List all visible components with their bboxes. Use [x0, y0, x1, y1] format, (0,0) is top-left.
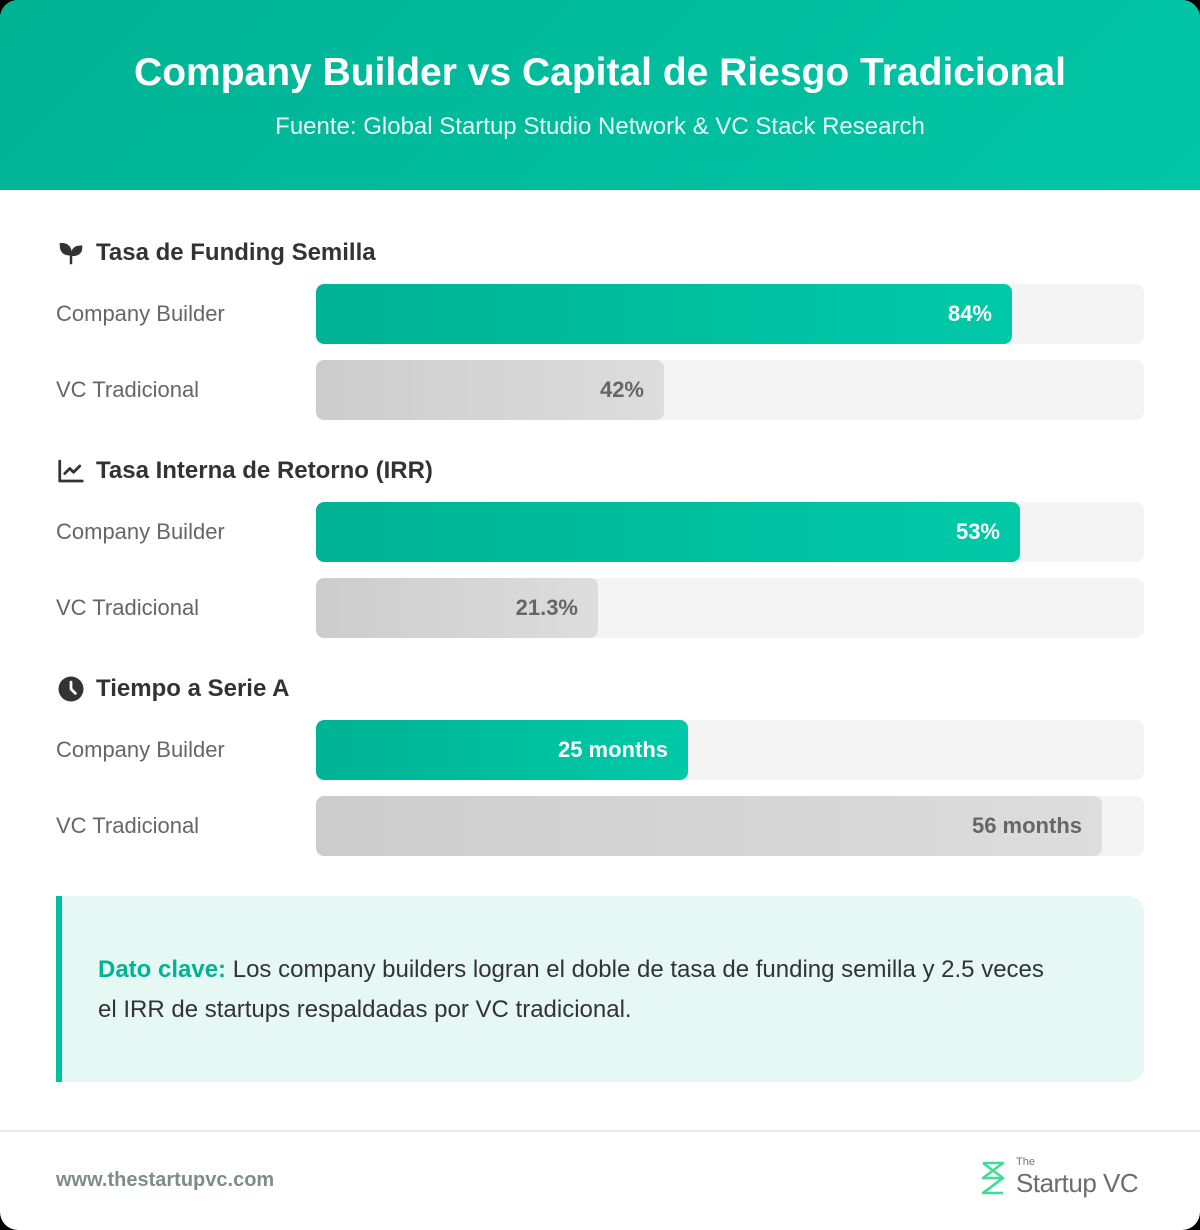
- row-label: VC Tradicional: [56, 595, 200, 620]
- line-chart-icon: [56, 456, 86, 486]
- section-title-irr: Tasa Interna de Retorno (IRR): [56, 454, 433, 488]
- bar-value: 53%: [955, 519, 1000, 544]
- section-title-text: Tiempo a Serie A: [96, 675, 290, 702]
- brand-logo: The Startup VC: [976, 1156, 1146, 1200]
- callout-text: Los company builders logran el doble de …: [98, 956, 1044, 1023]
- header-banner: Company Builder vs Capital de Riesgo Tra…: [0, 0, 1200, 190]
- row-label: VC Tradicional: [56, 377, 200, 402]
- bar-vc-tradicional: 21.3%: [316, 578, 598, 638]
- bar-company-builder: 84%: [316, 284, 1012, 344]
- bar-company-builder: 25 months: [316, 720, 688, 780]
- bar-value: 21.3%: [515, 595, 578, 620]
- seedling-icon: [56, 238, 86, 268]
- section-title-time-to-series-a: Tiempo a Serie A: [56, 672, 289, 706]
- row-label: Company Builder: [56, 301, 225, 326]
- logo-wordmark: The Startup VC: [1016, 1156, 1146, 1200]
- bar-value: 25 months: [557, 737, 668, 762]
- logo-mark-icon: [976, 1160, 1016, 1196]
- bar-vc-tradicional: 42%: [316, 360, 664, 420]
- bar-vc-tradicional: 56 months: [316, 796, 1102, 856]
- section-title-seed-funding: Tasa de Funding Semilla: [56, 236, 376, 270]
- bar-track: 21.3%: [316, 578, 1144, 638]
- page-title: Company Builder vs Capital de Riesgo Tra…: [134, 51, 1066, 94]
- bar-company-builder: 53%: [316, 502, 1020, 562]
- bar-value: 56 months: [971, 813, 1082, 838]
- footer-divider: [0, 1130, 1200, 1132]
- source-subtitle: Fuente: Global Startup Studio Network & …: [275, 113, 925, 140]
- key-insight-callout: Dato clave: Los company builders logran …: [56, 896, 1144, 1082]
- row-label: Company Builder: [56, 737, 225, 762]
- logo-the: The: [1016, 1156, 1035, 1168]
- bar-track: 56 months: [316, 796, 1144, 856]
- callout-key-label: Dato clave:: [98, 956, 227, 983]
- bar-value: 84%: [947, 301, 992, 326]
- bar-track: 84%: [316, 284, 1144, 344]
- logo-name: Startup VC: [1016, 1168, 1139, 1198]
- bar-track: 53%: [316, 502, 1144, 562]
- row-label: Company Builder: [56, 519, 225, 544]
- bar-track: 42%: [316, 360, 1144, 420]
- row-label: VC Tradicional: [56, 813, 200, 838]
- section-title-text: Tasa de Funding Semilla: [96, 239, 376, 266]
- bar-track: 25 months: [316, 720, 1144, 780]
- section-title-text: Tasa Interna de Retorno (IRR): [96, 457, 433, 484]
- clock-icon: [56, 674, 86, 704]
- bar-value: 42%: [599, 377, 644, 402]
- footer-website-link[interactable]: www.thestartupvc.com: [56, 1169, 275, 1191]
